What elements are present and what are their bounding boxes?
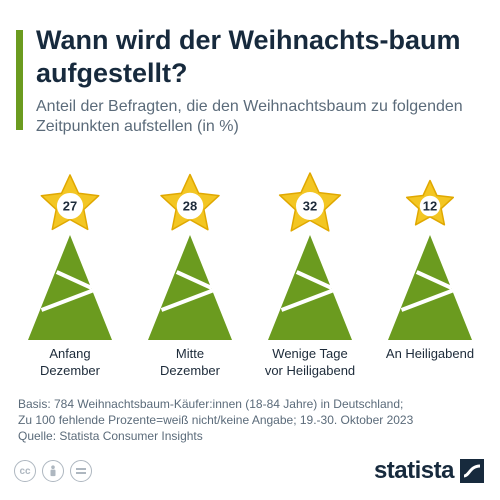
- tree-garland: [160, 284, 226, 312]
- chart-title: Wann wird der Weihnachts-baum aufgestell…: [36, 25, 461, 88]
- brand-mark-icon: [460, 459, 484, 483]
- tree-garland: [55, 270, 93, 290]
- license-icons: cc: [14, 460, 92, 482]
- tree-garland: [295, 270, 333, 290]
- footnote-source: Quelle: Statista Consumer Insights: [18, 429, 203, 443]
- tree-garland: [175, 270, 213, 290]
- value-badge: [176, 192, 204, 220]
- category-label-3: Wenige Tage vor Heiligabend: [264, 346, 356, 378]
- tree-4: [388, 235, 472, 340]
- tree-garland: [415, 270, 453, 290]
- value-badge: [56, 192, 84, 220]
- footnote: Basis: 784 Weihnachtsbaum-Käufer:innen (…: [18, 396, 488, 444]
- footnote-note: Zu 100 fehlende Prozente=weiß nicht/kein…: [18, 413, 414, 427]
- value-label-4: 12: [423, 199, 437, 214]
- brand-logo[interactable]: statista: [374, 457, 484, 485]
- value-label-3: 32: [303, 199, 317, 214]
- nd-icon[interactable]: [70, 460, 92, 482]
- tree-garland: [280, 284, 346, 312]
- chart-subtitle: Anteil der Befragten, die den Weihnachts…: [36, 98, 463, 135]
- value-badge: [296, 192, 324, 220]
- accent-bar: [16, 30, 23, 130]
- cc-icon[interactable]: cc: [14, 460, 36, 482]
- value-badge: [419, 195, 441, 217]
- category-label-1: Anfang Dezember: [40, 346, 100, 378]
- footnote-basis: Basis: 784 Weihnachtsbaum-Käufer:innen (…: [18, 397, 404, 411]
- tree-3: [268, 235, 352, 340]
- by-icon[interactable]: [42, 460, 64, 482]
- tree-1: [28, 235, 112, 340]
- tree-2: [148, 235, 232, 340]
- value-label-1: 27: [63, 199, 77, 214]
- value-label-2: 28: [183, 199, 197, 214]
- tree-garland: [40, 284, 106, 312]
- tree-garland: [400, 284, 466, 312]
- category-label-4: An Heiligabend: [385, 346, 475, 361]
- tree-chart: 27 28 32 12: [28, 172, 472, 340]
- category-label-2: Mitte Dezember: [160, 346, 220, 378]
- brand-name: statista: [373, 457, 455, 484]
